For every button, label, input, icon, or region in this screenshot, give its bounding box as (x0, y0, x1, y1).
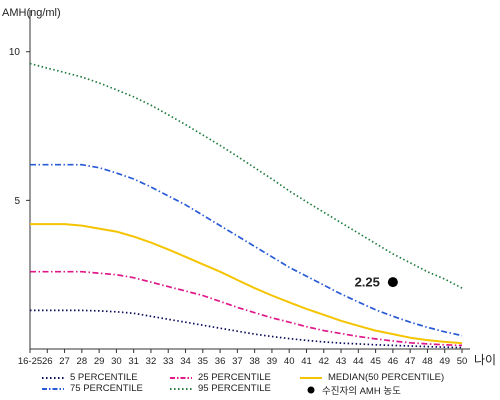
legend-label-5th: 5 PERCENTILE (70, 372, 138, 383)
legend-item-95th: 95 PERCENTILE (170, 383, 271, 394)
legend-item-5th: 5 PERCENTILE (42, 372, 138, 383)
x-tick-label: 34 (180, 356, 191, 367)
patient-amh-value-label: 2.25 (355, 275, 380, 290)
legend-swatch (42, 387, 64, 390)
legend-swatch (300, 376, 322, 379)
x-tick-label: 27 (59, 356, 70, 367)
x-tick-label: 31 (128, 356, 139, 367)
x-tick-label: 35 (198, 356, 209, 367)
x-tick-label: 29 (94, 356, 105, 367)
x-tick-label: 38 (249, 356, 260, 367)
legend-item-median: MEDIAN(50 PERCENTILE) (300, 372, 444, 383)
x-tick-label: 33 (163, 356, 174, 367)
x-tick-label: 26 (42, 356, 53, 367)
chart-annotations: 2.25 (355, 275, 398, 290)
x-tick-label: 48 (422, 356, 433, 367)
x-tick-label: 49 (439, 356, 450, 367)
legend-label-95th: 95 PERCENTILE (198, 383, 271, 394)
series-line-25-percentile (30, 270, 463, 347)
legend-swatch (170, 376, 192, 379)
x-tick-label: 42 (318, 356, 329, 367)
x-tick-label: 43 (336, 356, 347, 367)
legend-item-patient: 수진자의 AMH 농도 (306, 383, 401, 397)
chart-axes: 5 10 16-25 26 27 28 29 30 31 32 33 34 35 36 37 38 39 40 41… (9, 10, 470, 367)
x-tick-label: 41 (301, 356, 312, 367)
legend-label-25th: 25 PERCENTILE (198, 372, 271, 383)
legend-marker-dot (307, 386, 315, 394)
legend-swatch (42, 376, 64, 379)
legend-label-median: MEDIAN(50 PERCENTILE) (328, 372, 445, 383)
x-tick-label: 16-25 (18, 356, 42, 367)
series-line-median-50-percentile (30, 223, 463, 345)
x-tick-label: 50 (457, 356, 468, 367)
patient-amh-marker (387, 277, 398, 288)
x-tick-label: 46 (388, 356, 399, 367)
x-tick-label: 32 (146, 356, 157, 367)
x-tick-label: 36 (215, 356, 226, 367)
x-tick-label: 47 (405, 356, 416, 367)
chart-legend: 5 PERCENTILE 75 PERCENTILE 25 PERCENTILE… (0, 366, 500, 400)
legend-swatch (170, 387, 192, 390)
x-tick-label: 37 (232, 356, 243, 367)
legend-item-25th: 25 PERCENTILE (170, 372, 271, 383)
x-tick-label: 40 (284, 356, 295, 367)
series-line-95-percentile (29, 62, 463, 289)
legend-label-75th: 75 PERCENTILE (70, 383, 143, 394)
series-line-75-percentile (30, 163, 463, 337)
chart-series-lines (29, 62, 463, 349)
x-tick-label: 39 (267, 356, 278, 367)
legend-item-75th: 75 PERCENTILE (42, 383, 143, 394)
x-tick-label: 30 (111, 356, 122, 367)
x-tick-label: 28 (77, 356, 88, 367)
y-tick-label: 10 (9, 47, 21, 58)
y-tick-label: 5 (14, 196, 20, 207)
x-axis-label: 나이 (474, 353, 496, 367)
legend-label-patient: 수진자의 AMH 농도 (322, 386, 401, 397)
y-axis-label: AMH(ng/ml) (2, 7, 61, 19)
x-tick-label: 44 (353, 356, 364, 367)
x-tick-label: 45 (370, 356, 381, 367)
